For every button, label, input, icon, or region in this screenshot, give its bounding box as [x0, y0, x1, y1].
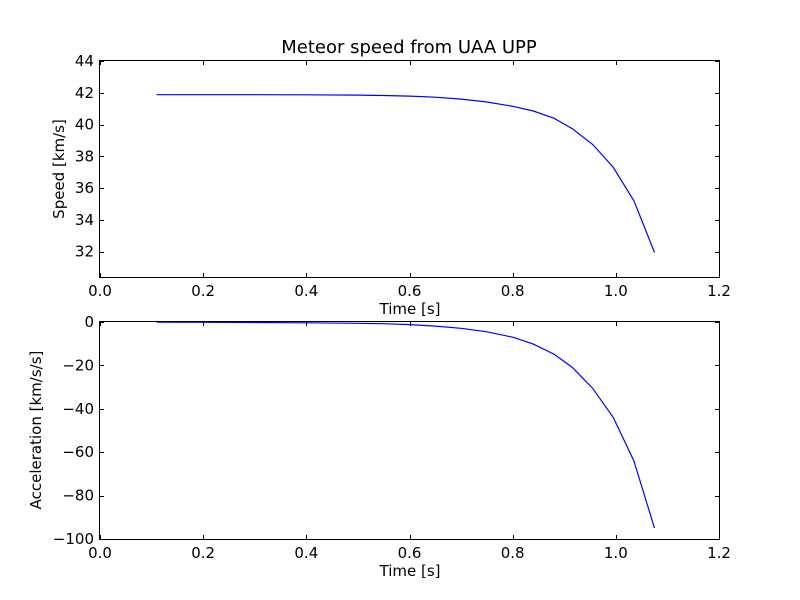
- acceleration-y-tick-label: −80: [62, 487, 94, 505]
- speed-x-tick-label: 0.2: [191, 282, 215, 300]
- speed-y-tick-label: 32: [75, 243, 94, 261]
- acceleration-y-tick-label: −20: [62, 356, 94, 374]
- speed-series-line: [156, 94, 656, 253]
- acceleration-x-axis: 0.0 0.2 0.4 0.6 0.8 1.0 1.2: [88, 322, 731, 562]
- acceleration-y-tick-label: −40: [62, 400, 94, 418]
- speed-x-tick-label: 1.2: [707, 282, 731, 300]
- acceleration-plot-area: [156, 321, 656, 529]
- acceleration-y-axis: −100 −80 −60 −40 −20 0: [53, 313, 719, 548]
- acceleration-y-tick-label: 0: [84, 313, 94, 331]
- acceleration-x-tick-label: 1.0: [604, 544, 628, 562]
- speed-axes-frame: [99, 60, 720, 278]
- acceleration-x-tick-label: 0.8: [501, 544, 525, 562]
- speed-y-tick-label: 40: [75, 116, 94, 134]
- speed-y-tick-label: 38: [75, 147, 94, 165]
- acceleration-x-tick-label: 0.0: [88, 544, 112, 562]
- speed-x-tick-label: 0.6: [398, 282, 422, 300]
- acceleration-series-line: [156, 321, 656, 529]
- speed-y-tick-label: 34: [75, 211, 94, 229]
- acceleration-x-tick-label: 0.2: [191, 544, 215, 562]
- speed-y-axis-title: Speed [km/s]: [50, 119, 68, 219]
- acceleration-y-tick-label: −100: [53, 530, 94, 548]
- speed-y-tick-label: 36: [75, 179, 94, 197]
- acceleration-x-tick-label: 1.2: [707, 544, 731, 562]
- acceleration-x-tick-label: 0.6: [398, 544, 422, 562]
- speed-x-tick-label: 0.8: [501, 282, 525, 300]
- speed-y-tick-label: 44: [75, 52, 94, 70]
- speed-y-axis: 32 34 36 38 40 42 44: [75, 52, 719, 261]
- acceleration-y-axis-title: Acceleration [km/s/s]: [27, 351, 45, 510]
- speed-x-tick-label: 0.4: [294, 282, 318, 300]
- acceleration-subplot: 0.0 0.2 0.4 0.6 0.8 1.0 1.2 −100−80−60−40−200 …: [27, 313, 731, 580]
- acceleration-x-tick-label: 0.4: [294, 544, 318, 562]
- speed-x-tick-label: 0.0: [88, 282, 112, 300]
- speed-x-tick-label: 1.0: [604, 282, 628, 300]
- speed-x-axis: 0.0 0.2 0.4 0.6 0.8 1.0 1.2: [88, 61, 731, 300]
- speed-x-axis-title: Time [s]: [379, 300, 441, 318]
- speed-y-tick-label: 42: [75, 84, 94, 102]
- acceleration-axes-frame: [99, 321, 720, 540]
- chart-title: Meteor speed from UAA UPP: [281, 37, 537, 58]
- acceleration-x-axis-title: Time [s]: [379, 562, 441, 580]
- speed-plot-area: [156, 94, 656, 253]
- acceleration-y-tick-label: −60: [62, 443, 94, 461]
- speed-subplot: Meteor speed from UAA UPP 0.0 0.2 0.4 0.6 0.…: [50, 37, 731, 318]
